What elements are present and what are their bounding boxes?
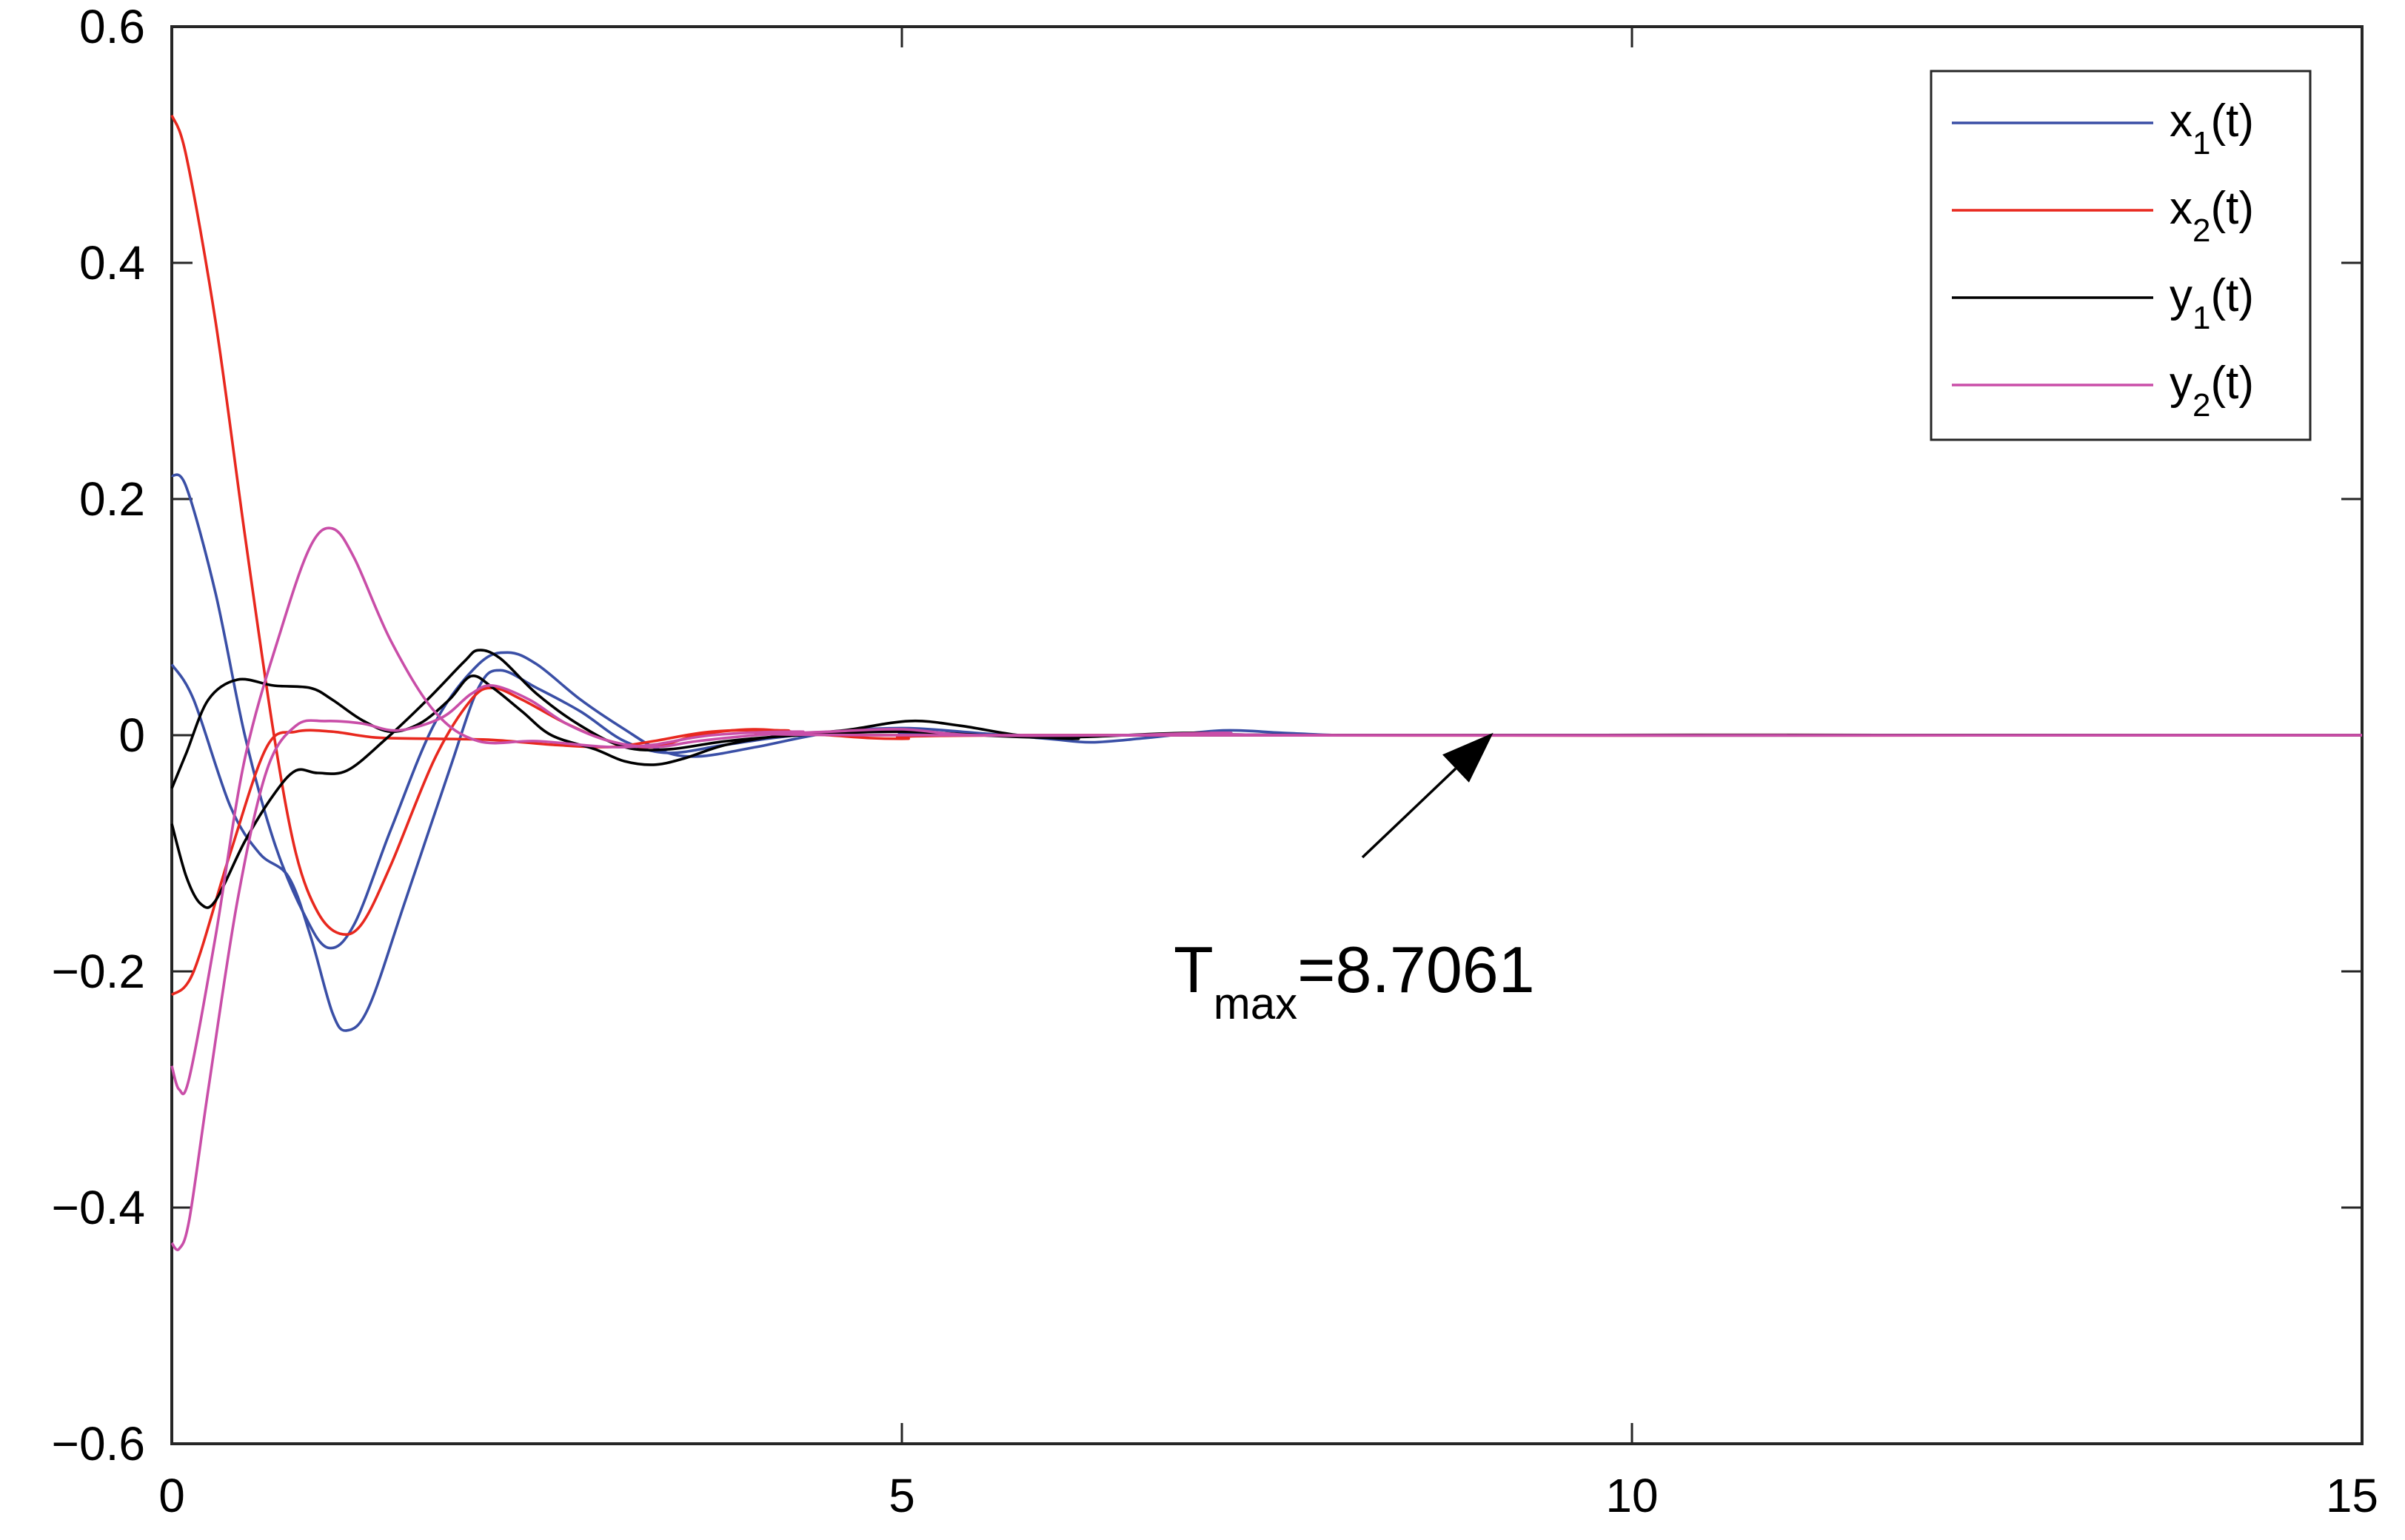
annotation-label-sub: max	[1214, 979, 1297, 1028]
legend-item-tail: (t)	[2210, 96, 2254, 147]
legend-item-tail: (t)	[2210, 358, 2254, 409]
annotation: Tmax=8.7061	[1174, 732, 1535, 1028]
x-tick-label: 5	[889, 1469, 915, 1522]
legend-item-sub: 2	[2192, 212, 2210, 249]
legend: x1(t)x2(t)y1(t)y2(t)	[1930, 70, 2312, 441]
legend-item-base: x	[2170, 183, 2192, 234]
series-line-x1-1	[170, 473, 2362, 950]
legend-box	[1930, 70, 2312, 441]
y-tick-label: 0.6	[79, 0, 145, 53]
annotation-arrowhead	[1442, 732, 1493, 783]
legend-item-sub: 1	[2192, 125, 2210, 161]
legend-item-sub: 2	[2192, 387, 2210, 424]
legend-item-base: y	[2170, 270, 2192, 321]
series-line-x1-2	[170, 663, 2363, 1032]
annotation-label: Tmax=8.7061	[1174, 933, 1535, 1028]
series-line-x2-2	[170, 729, 2363, 997]
annotation-arrow-shaft	[1361, 767, 1457, 859]
y-tick-label: 0	[118, 709, 145, 762]
legend-item-y2: y2(t)	[2170, 358, 2254, 424]
y-tick-label: −0.6	[52, 1417, 145, 1470]
y-tick-label: −0.4	[52, 1181, 145, 1234]
legend-item-tail: (t)	[2210, 183, 2254, 234]
series-line-y2-1	[170, 526, 2363, 1096]
legend-item-base: y	[2170, 358, 2192, 409]
y-tick-label: −0.2	[52, 945, 145, 998]
annotation-label-base: T	[1174, 933, 1214, 1006]
x-tick-label: 0	[158, 1469, 185, 1522]
x-tick-label: 10	[1605, 1469, 1658, 1522]
series-line-y2-2	[170, 684, 2363, 1251]
legend-item-base: x	[2170, 96, 2192, 147]
y-tick-label: 0.4	[79, 236, 145, 289]
x-tick-label: 15	[2326, 1469, 2378, 1522]
legend-item-x1: x1(t)	[2170, 96, 2254, 161]
annotation-label-value: =8.7061	[1297, 933, 1535, 1006]
legend-item-y1: y1(t)	[2170, 270, 2254, 336]
legend-item-x2: x2(t)	[2170, 183, 2254, 249]
series-layer	[170, 114, 2363, 1251]
plot-area: 0 5 10 15 −0.6 −0.4 −0.2 0 0.2 0.4 0.6	[52, 0, 2378, 1522]
y-tick-label: 0.2	[79, 472, 145, 526]
legend-item-tail: (t)	[2210, 270, 2254, 321]
legend-item-sub: 1	[2192, 300, 2210, 336]
